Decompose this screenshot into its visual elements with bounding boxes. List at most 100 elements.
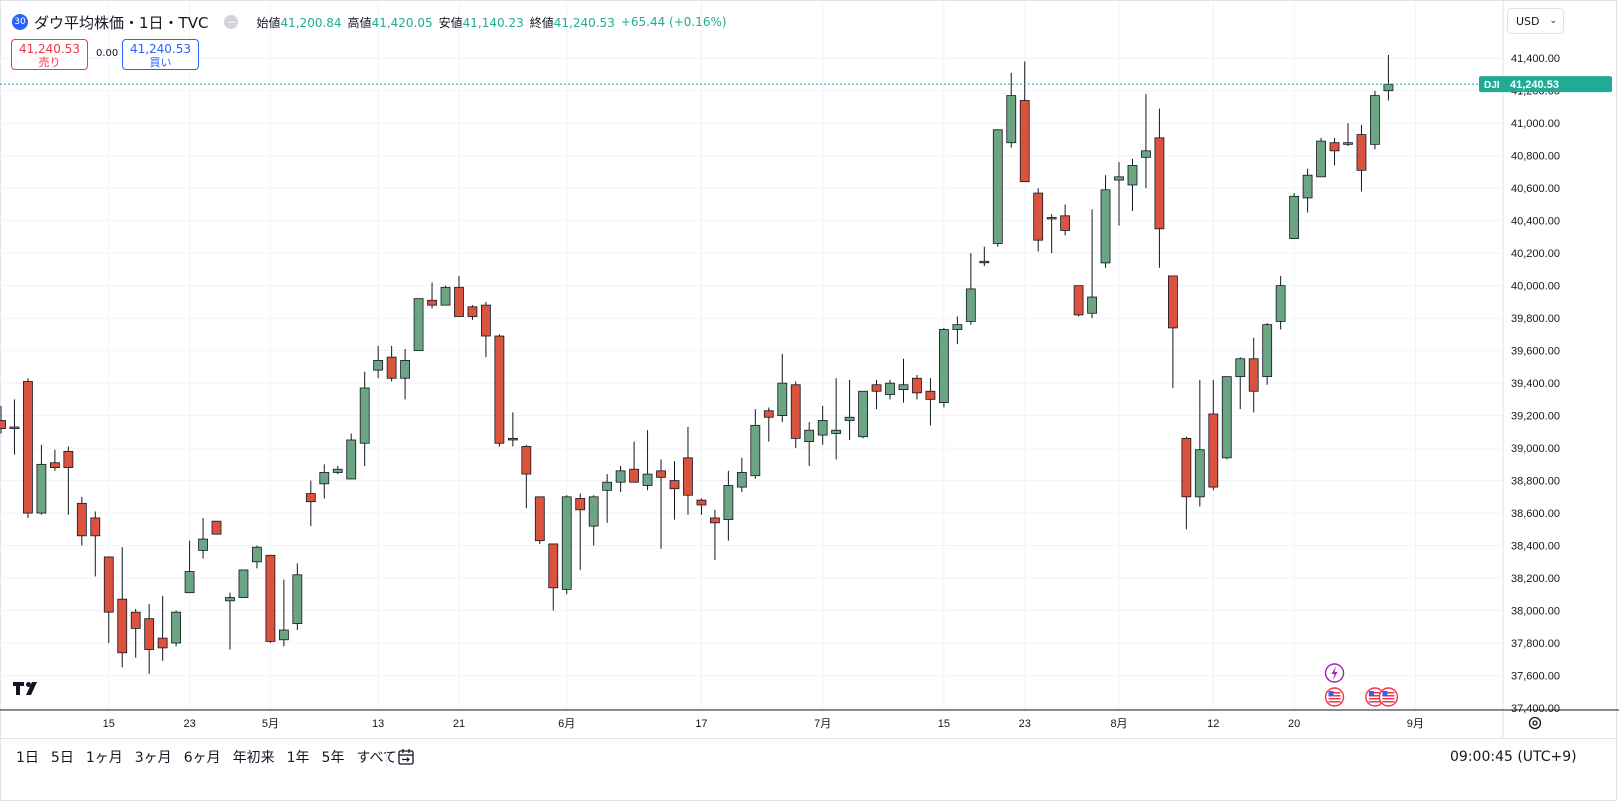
- calendar-goto-icon[interactable]: [396, 747, 416, 767]
- candle: [548, 543, 559, 611]
- candle: [1302, 168, 1313, 213]
- candle: [858, 390, 868, 439]
- candle-body: [49, 462, 60, 468]
- price-tick-label: 39,800.00: [1511, 313, 1560, 325]
- candle-body: [157, 637, 168, 649]
- range-button-5[interactable]: 年初来: [232, 750, 275, 766]
- candle: [871, 379, 882, 410]
- candle: [1343, 123, 1353, 146]
- candle-body: [1073, 285, 1084, 316]
- sell-price: 41,240.53: [18, 42, 81, 56]
- candle-body: [588, 496, 599, 527]
- buy-button[interactable]: 41,240.53 買い: [122, 39, 199, 70]
- price-tick-label: 38,200.00: [1511, 573, 1560, 585]
- chart-grid: [0, 0, 1503, 710]
- candle-body: [750, 424, 761, 477]
- candle: [63, 446, 74, 515]
- range-button-0[interactable]: 1日: [16, 750, 39, 766]
- candle: [413, 298, 424, 352]
- legend-header: 30 ダウ平均株価・1日・TVC − 始値41,200.84 高値41,420.…: [12, 10, 727, 34]
- candle: [1154, 108, 1165, 268]
- currency-selector[interactable]: USD ⌄: [1507, 8, 1564, 34]
- candle-body: [777, 382, 788, 417]
- symbol-title[interactable]: ダウ平均株価・1日・TVC: [34, 13, 209, 32]
- candle-body: [467, 306, 478, 317]
- candle: [939, 327, 949, 408]
- candle-body: [76, 502, 87, 537]
- candle-body: [1235, 358, 1246, 378]
- candle-body: [534, 496, 545, 542]
- collapse-icon[interactable]: −: [224, 15, 239, 29]
- time-tick-label: 6月: [558, 718, 575, 730]
- candle: [683, 426, 693, 515]
- flag-stripe: [1382, 698, 1395, 700]
- us-flag-event-icon[interactable]: [1365, 687, 1385, 707]
- low-field: 安値41,140.23: [439, 14, 524, 31]
- candle: [1208, 379, 1219, 491]
- settings-gear-icon[interactable]: [1527, 715, 1543, 731]
- range-button-2[interactable]: 1ヶ月: [85, 750, 123, 766]
- range-button-6[interactable]: 1年: [286, 750, 310, 766]
- candle: [1033, 188, 1044, 252]
- spread-value: 0.00: [96, 48, 119, 59]
- symbol-badge[interactable]: 30: [12, 14, 28, 30]
- flag-stripe: [1368, 701, 1381, 703]
- range-button-4[interactable]: 6ヶ月: [183, 750, 221, 766]
- candle-body: [427, 299, 437, 306]
- candle: [831, 378, 842, 460]
- open-value: 41,200.84: [280, 15, 342, 30]
- candle: [1289, 193, 1300, 239]
- candle: [763, 407, 774, 442]
- range-button-3[interactable]: 3ヶ月: [134, 750, 172, 766]
- price-tick-label: 38,600.00: [1511, 508, 1560, 520]
- flag-stripe: [1328, 695, 1341, 697]
- candle: [925, 378, 936, 426]
- candle: [400, 349, 411, 400]
- flag-event-circle: [1378, 687, 1399, 707]
- time-tick-label: 21: [453, 718, 465, 730]
- range-button-1[interactable]: 5日: [50, 750, 74, 766]
- candle: [992, 129, 1003, 247]
- candle-body: [696, 499, 707, 506]
- candle: [1262, 323, 1273, 385]
- lightning-event-icon[interactable]: [1324, 663, 1345, 683]
- time-tick-label: 23: [183, 718, 195, 730]
- candle-body: [440, 286, 451, 306]
- candle-body: [763, 410, 774, 418]
- close-value: 41,240.53: [553, 15, 615, 30]
- candle-body: [736, 472, 747, 488]
- range-button-7[interactable]: 5年: [321, 750, 345, 766]
- time-tick-label: 15: [103, 718, 115, 730]
- candle-body: [952, 324, 963, 330]
- time-tick-label: 23: [1019, 718, 1031, 730]
- candle-body: [1329, 142, 1340, 152]
- candle: [965, 253, 976, 325]
- candle: [723, 470, 734, 541]
- flag-stripe: [1368, 695, 1381, 697]
- flag-canton: [1382, 691, 1388, 696]
- candle: [777, 353, 788, 423]
- candle-body: [211, 520, 222, 535]
- candle-body: [359, 387, 370, 444]
- candle: [171, 610, 182, 647]
- high-field: 高値41,420.05: [348, 14, 433, 31]
- candle-body: [1154, 137, 1165, 230]
- candle-body: [9, 426, 20, 430]
- range-buttons: 1日 5日 1ヶ月 3ヶ月 6ヶ月 年初来 1年 5年 すべて: [10, 747, 403, 767]
- tradingview-logo-icon[interactable]: [13, 680, 43, 701]
- candle-body: [871, 384, 882, 392]
- us-flag-event-icon[interactable]: [1378, 687, 1399, 707]
- time-tick-label: 12: [1207, 718, 1219, 730]
- candle-body: [265, 554, 276, 642]
- candle-body: [1141, 150, 1151, 158]
- sell-button[interactable]: 41,240.53 売り: [11, 39, 88, 70]
- time-tick-label: 8月: [1110, 718, 1127, 730]
- candle: [292, 563, 303, 631]
- candle-body: [1370, 95, 1380, 145]
- clock-timezone[interactable]: 09:00:45 (UTC+9): [1450, 749, 1577, 765]
- candle: [198, 517, 208, 559]
- flag-stripe: [1328, 701, 1341, 703]
- high-value: 41,420.05: [371, 15, 433, 30]
- us-flag-event-icon[interactable]: [1324, 687, 1345, 707]
